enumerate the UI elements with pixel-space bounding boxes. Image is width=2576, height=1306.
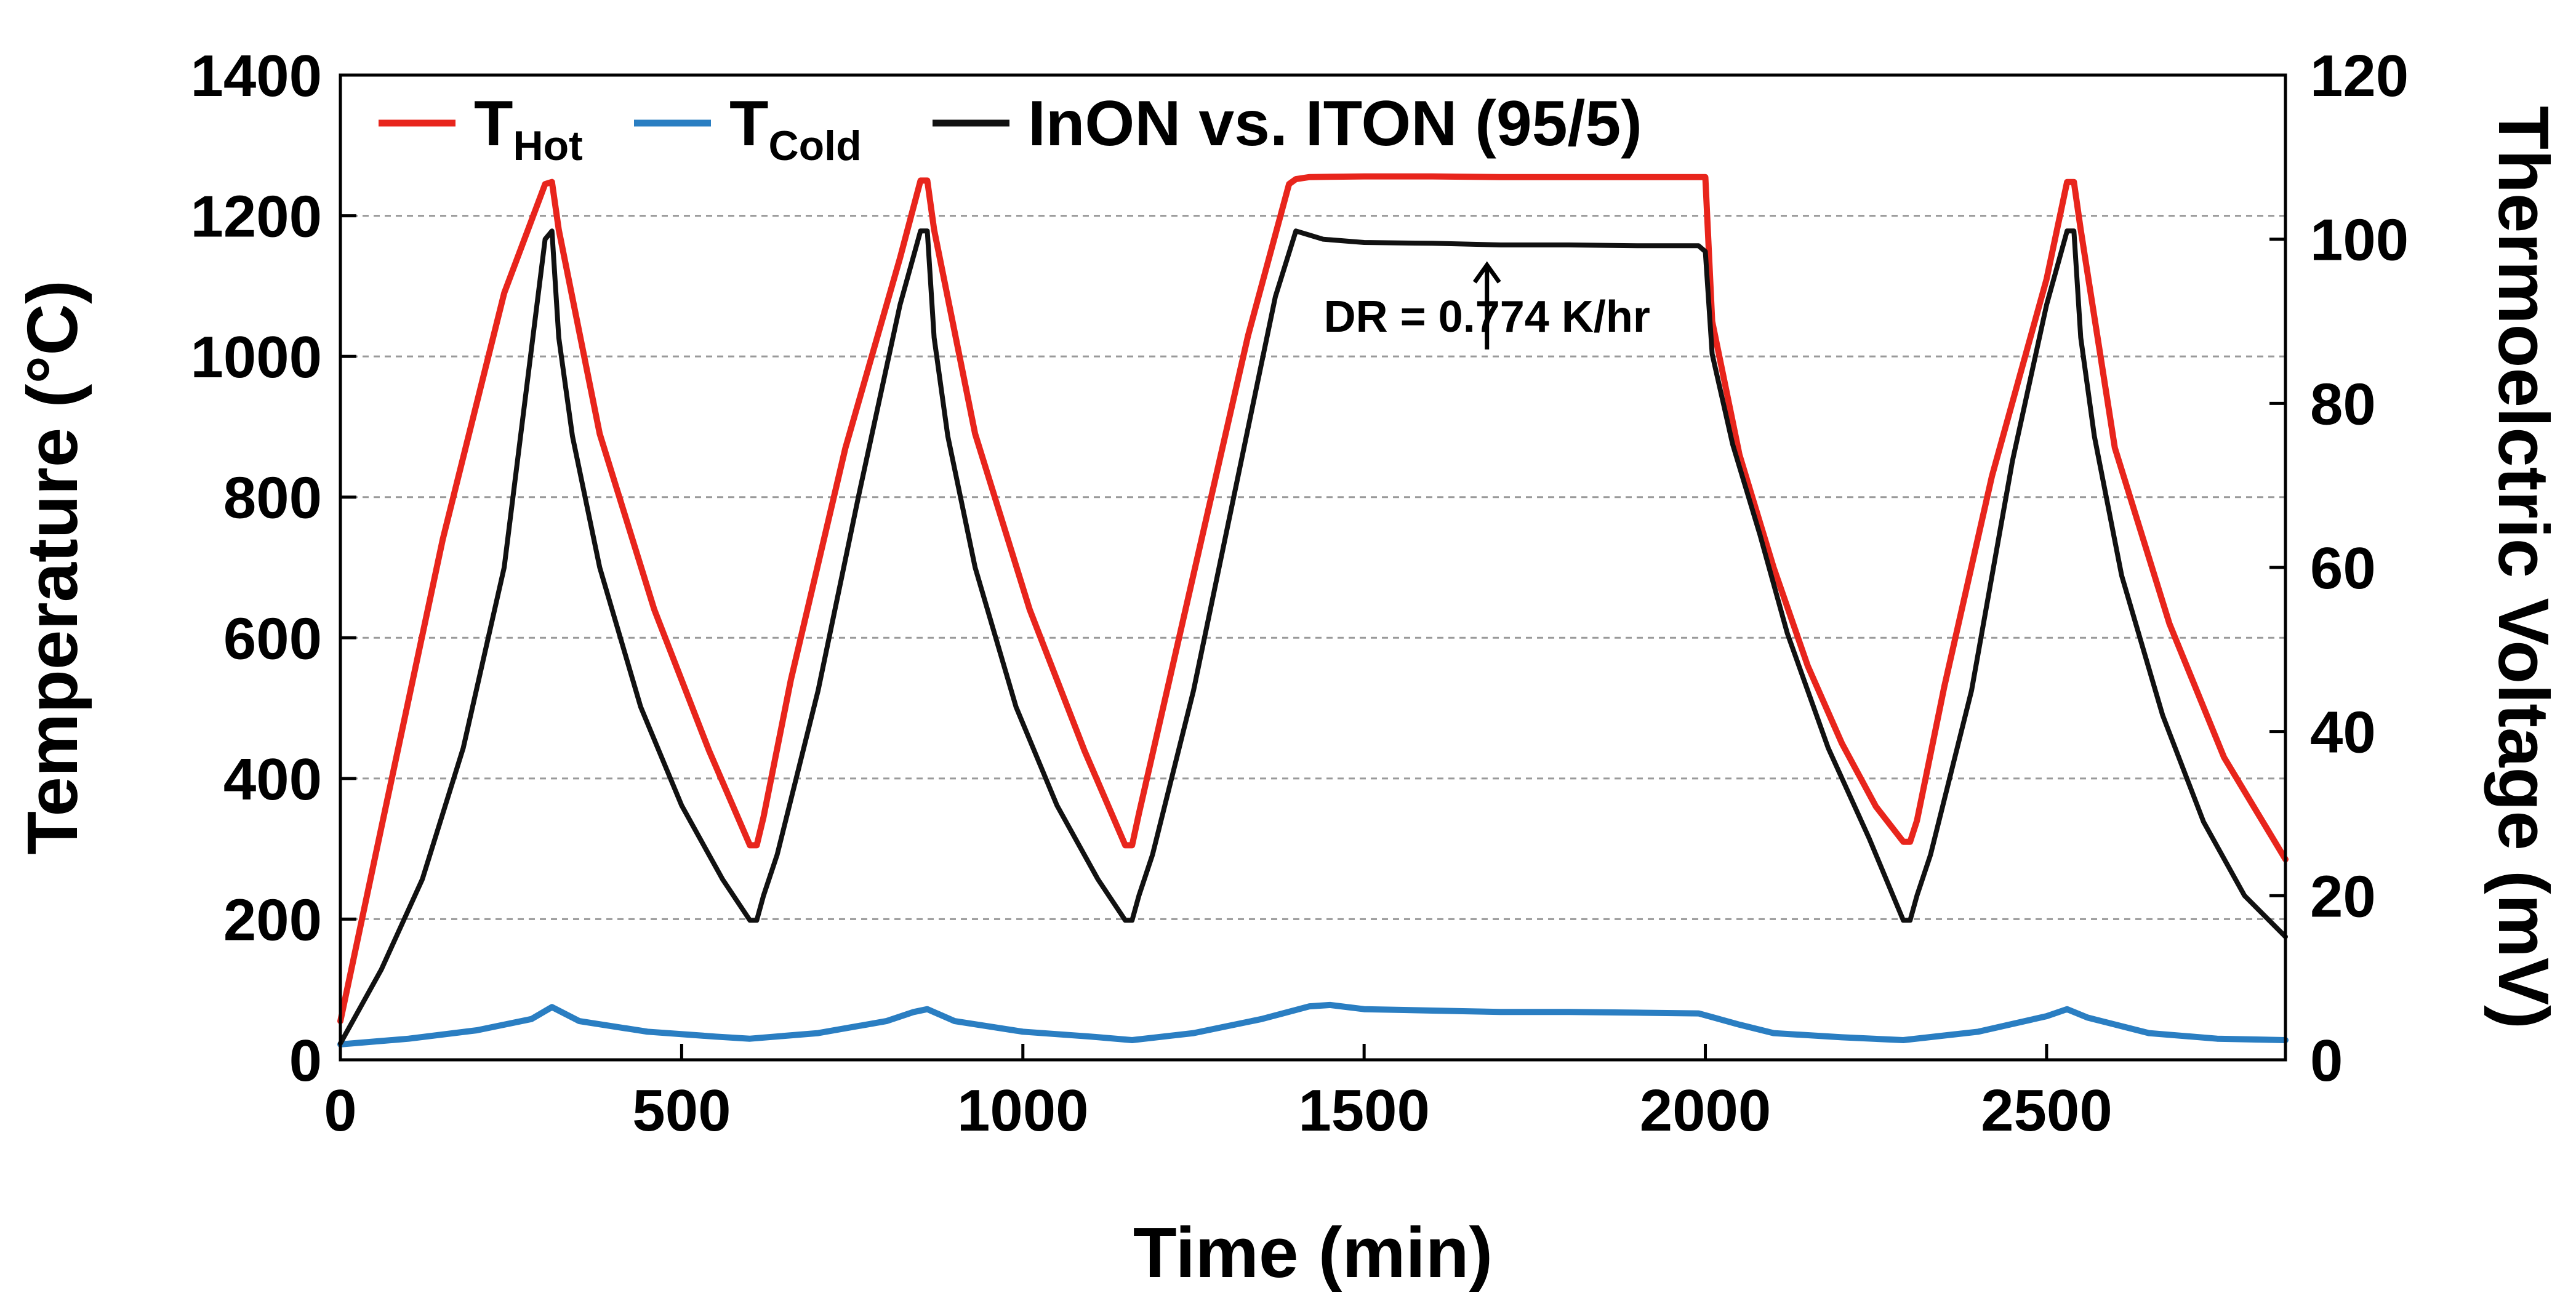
y-tick-label: 600 bbox=[223, 606, 322, 671]
legend-label-t-hot: THot bbox=[474, 88, 583, 169]
series-line-inon-vs-iton-95-5 bbox=[338, 228, 2288, 1046]
y-tick-label: 200 bbox=[223, 887, 322, 953]
legend-label-t-cold-sub: Cold bbox=[769, 122, 862, 169]
y-axis-label: Temperature (°C) bbox=[12, 280, 92, 855]
legend: THot TCold InON vs. ITON (95/5) bbox=[379, 88, 1642, 169]
annotation-text: DR = 0.774 K/hr bbox=[1324, 292, 1650, 342]
x-tick-label: 1000 bbox=[957, 1078, 1089, 1144]
y-tick-label: 1400 bbox=[190, 43, 322, 109]
series-line-t-cold bbox=[337, 1001, 2289, 1048]
y2-tick-label: 40 bbox=[2310, 700, 2376, 766]
x-tick-label: 500 bbox=[632, 1078, 731, 1144]
y2-tick-label: 20 bbox=[2310, 863, 2376, 929]
x-tick-label: 0 bbox=[324, 1078, 356, 1144]
y2-axis-label: Thermoelctric Voltage (mV) bbox=[2484, 106, 2564, 1029]
y2-tick-label: 60 bbox=[2310, 535, 2376, 601]
y-tick-label: 0 bbox=[289, 1028, 322, 1094]
legend-label-t-hot-main: T bbox=[474, 88, 513, 159]
x-tick-label: 2000 bbox=[1640, 1078, 1772, 1144]
tick-labels: 0 500 1000 1500 2000 250002004006008001000120… bbox=[190, 43, 2409, 1144]
annotation: DR = 0.774 K/hr bbox=[1324, 261, 1650, 350]
series-group bbox=[337, 173, 2289, 1048]
y2-tick-label: 80 bbox=[2310, 371, 2376, 437]
legend-label-t-cold-main: T bbox=[729, 88, 769, 159]
annotation-arrowhead-icon bbox=[1472, 261, 1501, 284]
y2-tick-label: 0 bbox=[2310, 1028, 2343, 1094]
x-tick-label: 2500 bbox=[1981, 1078, 2113, 1144]
gridlines bbox=[340, 215, 2285, 920]
axis-ticks bbox=[339, 73, 2285, 1062]
legend-label-thermovoltage: InON vs. ITON (95/5) bbox=[1028, 88, 1642, 159]
legend-label-t-cold: TCold bbox=[729, 88, 862, 169]
y-tick-label: 1200 bbox=[190, 184, 322, 250]
legend-label-t-hot-sub: Hot bbox=[513, 122, 583, 169]
y2-tick-label: 100 bbox=[2310, 207, 2409, 273]
y-tick-label: 800 bbox=[223, 465, 322, 531]
y-tick-label: 400 bbox=[223, 747, 322, 812]
x-axis-label: Time (min) bbox=[1133, 1212, 1493, 1292]
series-line-t-hot bbox=[337, 173, 2289, 1025]
x-tick-label: 1500 bbox=[1298, 1078, 1430, 1144]
y-tick-label: 1000 bbox=[190, 324, 322, 390]
y2-tick-label: 120 bbox=[2310, 43, 2409, 109]
